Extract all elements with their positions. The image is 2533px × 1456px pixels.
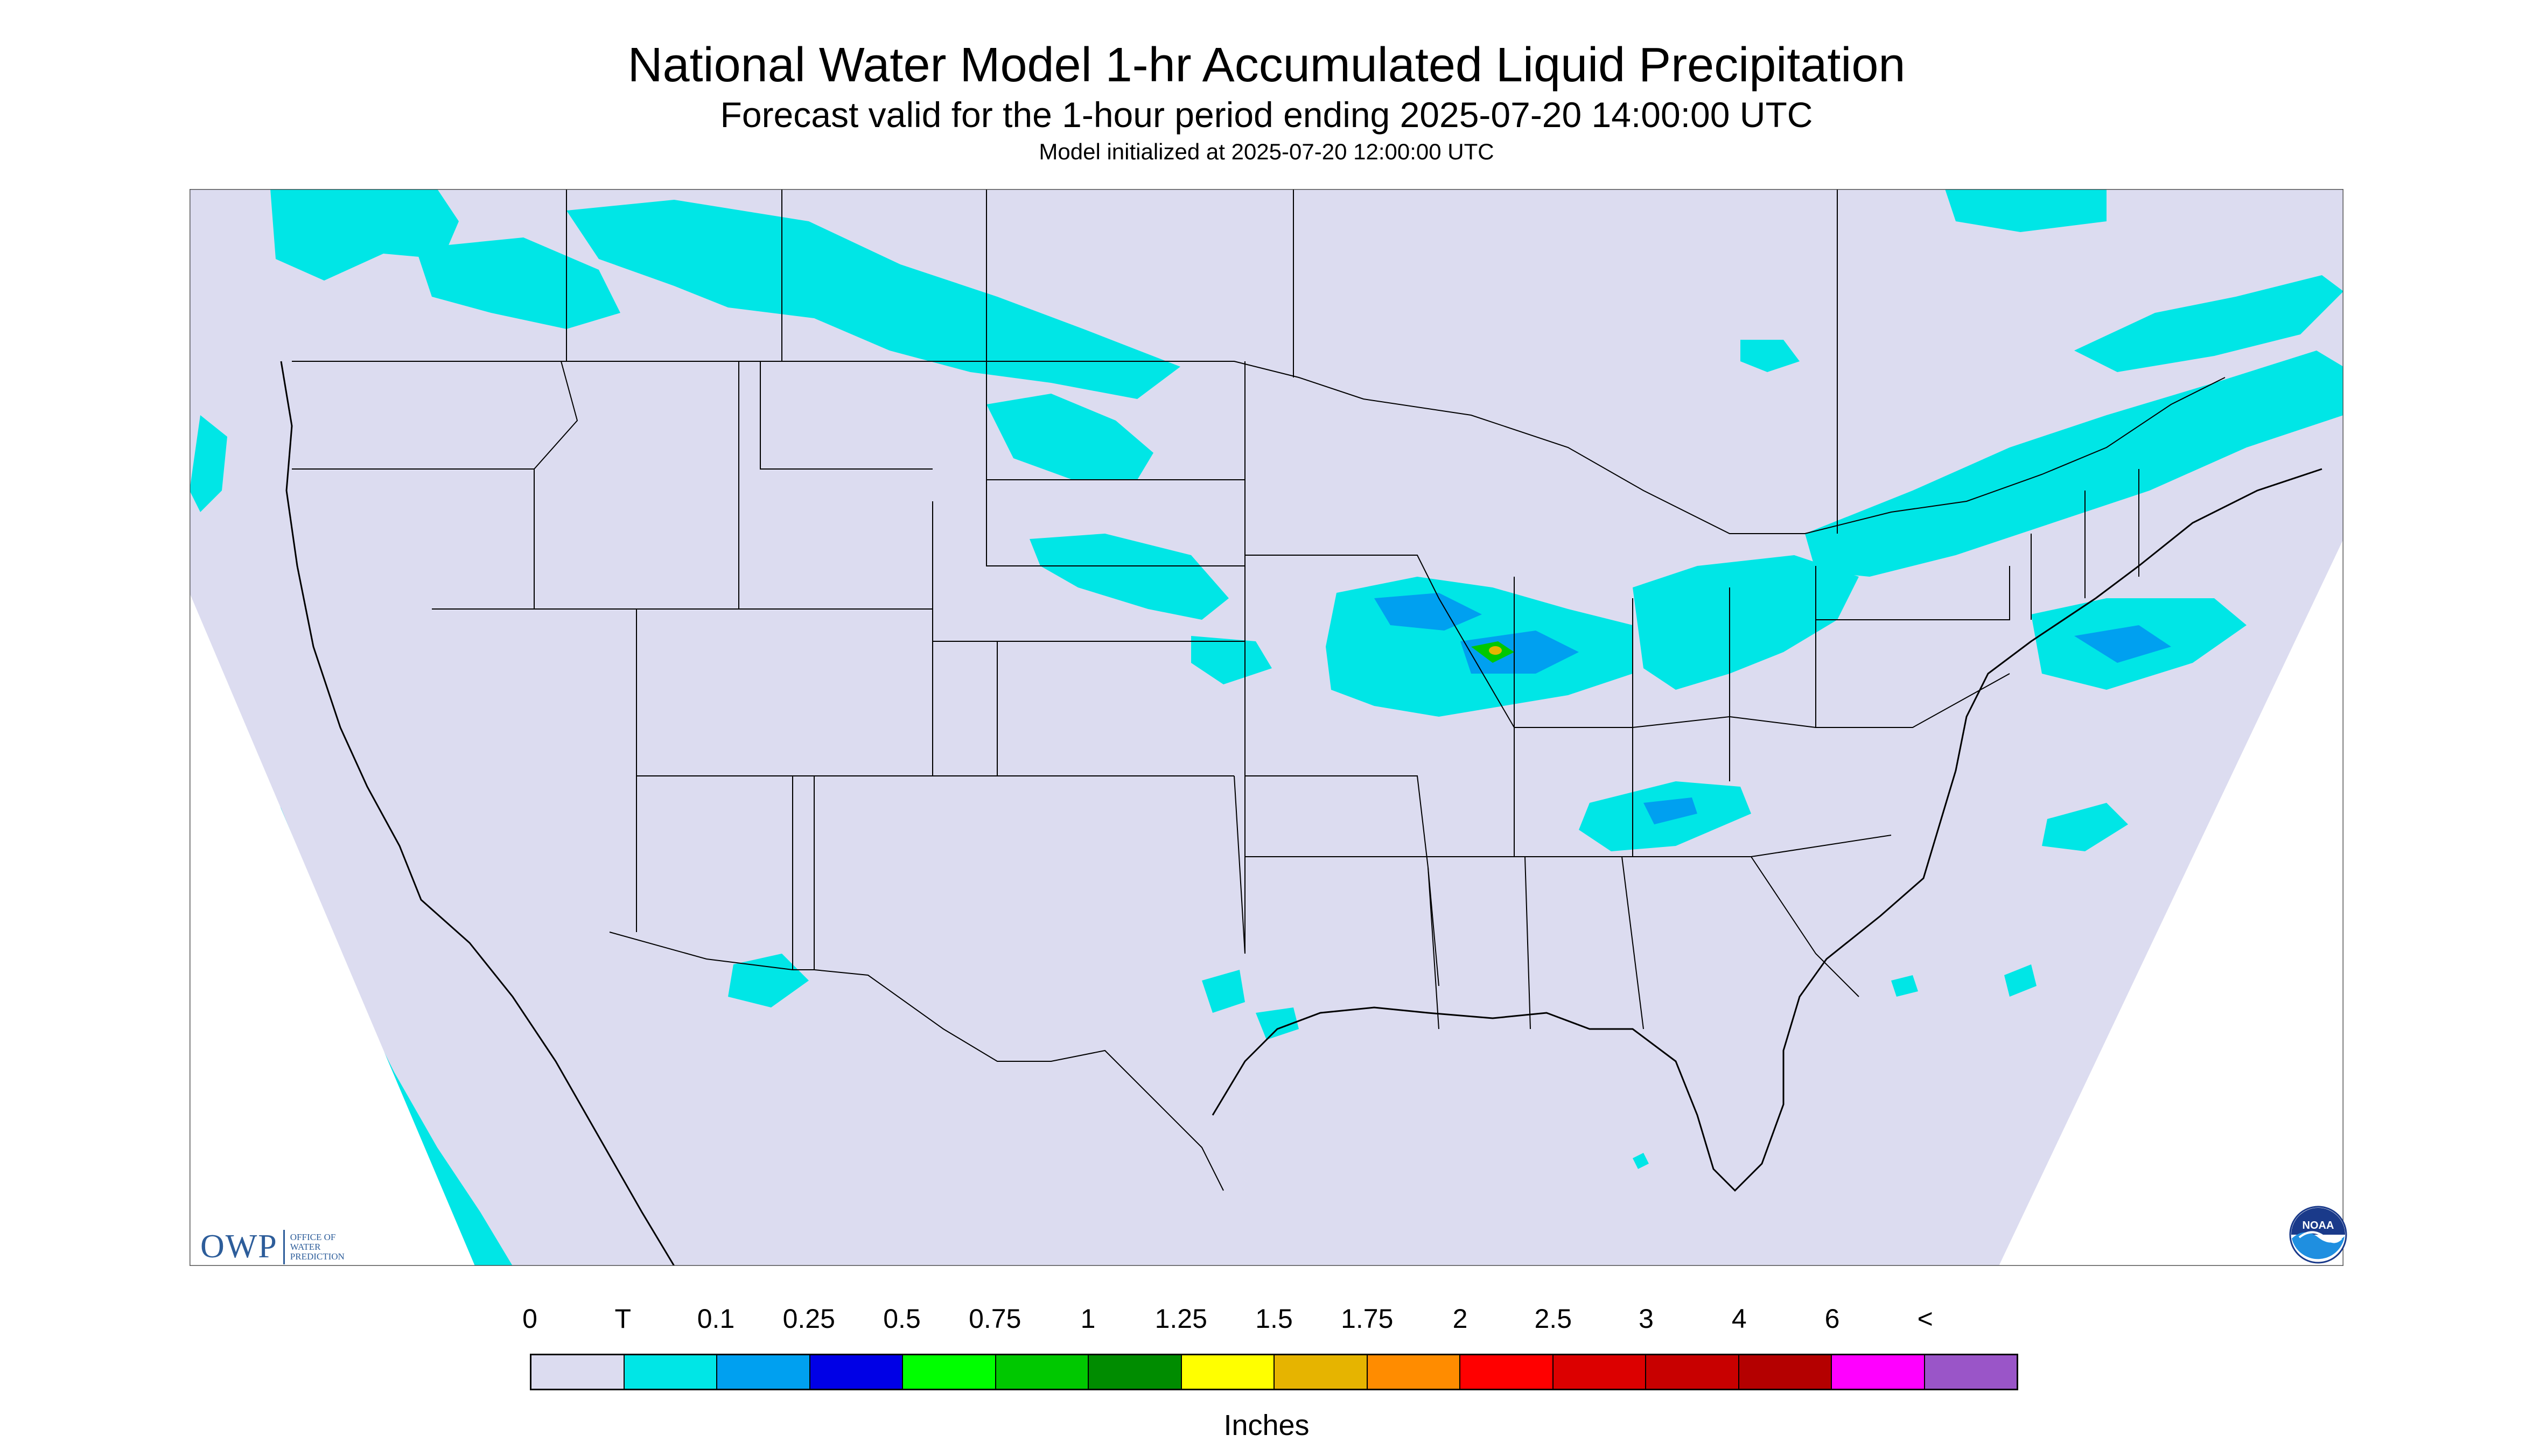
international-border bbox=[292, 361, 2226, 534]
legend-tick-label: 2 bbox=[1452, 1304, 1468, 1334]
precip-area-midwest-light bbox=[1374, 593, 1482, 631]
precip-area-mid-atlantic-light bbox=[2074, 625, 2171, 663]
legend-swatch bbox=[1646, 1355, 1739, 1389]
legend-tick-label: 4 bbox=[1731, 1304, 1747, 1334]
precip-area-quebec bbox=[1945, 189, 2107, 232]
legend-tick-label: 0.75 bbox=[969, 1304, 1021, 1334]
state-border bbox=[1245, 775, 1439, 986]
precip-area-canada bbox=[566, 200, 1180, 399]
legend-tick-label: < bbox=[1917, 1304, 1933, 1334]
legend-tick-label: 1.5 bbox=[1255, 1304, 1293, 1334]
state-border bbox=[636, 776, 793, 970]
precip-area-florida bbox=[1633, 1153, 1649, 1169]
legend-tick-label: 6 bbox=[1824, 1304, 1840, 1334]
owp-logo-line: WATER bbox=[290, 1241, 321, 1252]
state-border bbox=[1245, 555, 1515, 857]
legend-swatch bbox=[1089, 1355, 1182, 1389]
state-border bbox=[1245, 835, 1892, 857]
precip-area-canada bbox=[416, 237, 620, 329]
state-border bbox=[1632, 587, 1730, 857]
legend-tick-label: 1.25 bbox=[1154, 1304, 1207, 1334]
legend-tick-label: 0.1 bbox=[697, 1304, 735, 1334]
legend-swatch bbox=[1275, 1355, 1368, 1389]
precip-area-pacific bbox=[190, 415, 227, 512]
owp-logo-divider bbox=[283, 1229, 285, 1264]
state-border bbox=[534, 361, 933, 610]
noaa-logo-text: NOAA bbox=[2303, 1220, 2334, 1231]
coastline bbox=[1212, 468, 2322, 1192]
state-border bbox=[933, 775, 1245, 954]
precip-area-northeast bbox=[1805, 351, 2343, 577]
state-border bbox=[1815, 566, 2010, 728]
international-border bbox=[609, 932, 1224, 1191]
precip-area-gulf bbox=[2004, 964, 2037, 997]
legend-swatch bbox=[1739, 1355, 1832, 1389]
precip-area-texas bbox=[1256, 1007, 1299, 1040]
legend-tick-label: 3 bbox=[1639, 1304, 1654, 1334]
state-border bbox=[760, 361, 933, 470]
state-border bbox=[2031, 469, 2139, 620]
model-init-text: Model initialized at 2025-07-20 12:00:00… bbox=[1039, 139, 1494, 164]
legend-tick-label: T bbox=[614, 1304, 632, 1334]
legend-tick-label: 2.5 bbox=[1534, 1304, 1572, 1334]
coastline bbox=[280, 361, 675, 1266]
province-border bbox=[566, 189, 1838, 534]
legend-tick-labels: 0 T 0.1 0.25 0.5 0.75 1 1.25 1.5 1.75 2 2.5 3 4 6 < bbox=[0, 1303, 2533, 1346]
legend-tick-label: 0 bbox=[522, 1304, 537, 1334]
precip-area-tennessee-light bbox=[1643, 797, 1697, 824]
legend-swatch bbox=[1460, 1355, 1554, 1389]
map-title: National Water Model 1-hr Accumulated Li… bbox=[627, 38, 1906, 92]
owp-logo-mark: OWP bbox=[200, 1228, 278, 1265]
legend-swatch bbox=[1367, 1355, 1460, 1389]
legend-swatch bbox=[1553, 1355, 1646, 1389]
map-subtitle: Forecast valid for the 1-hour period end… bbox=[720, 95, 1813, 135]
owp-logo-line: PREDICTION bbox=[290, 1251, 345, 1262]
legend-tick-label: 1.75 bbox=[1341, 1304, 1394, 1334]
precipitation-map bbox=[190, 189, 2343, 1266]
legend-tick-label: 0.25 bbox=[782, 1304, 835, 1334]
map-background bbox=[190, 189, 2343, 1266]
state-border bbox=[1816, 566, 2010, 620]
precip-area-midwest-core bbox=[1489, 646, 1502, 655]
legend-colorbar bbox=[530, 1354, 2018, 1390]
legend-swatch bbox=[903, 1355, 996, 1389]
legend-swatch bbox=[624, 1355, 717, 1389]
state-border bbox=[932, 501, 1245, 776]
precip-area-nebraska bbox=[1191, 636, 1272, 684]
precip-area-gulf bbox=[1891, 975, 1918, 997]
legend-swatch bbox=[1181, 1355, 1275, 1389]
state-border bbox=[986, 361, 1245, 566]
owp-logo-text: OFFICE OF WATER PREDICTION bbox=[290, 1231, 345, 1262]
owp-logo: OWP OFFICE OF WATER PREDICTION bbox=[200, 1228, 345, 1266]
precip-area-texas bbox=[1202, 970, 1245, 1013]
state-border bbox=[1751, 856, 1859, 997]
legend-swatch bbox=[1832, 1355, 1925, 1389]
legend-units: Inches bbox=[1223, 1409, 1310, 1441]
precip-area-midwest-light bbox=[1460, 631, 1579, 674]
precip-area-south-dakota bbox=[1030, 534, 1229, 620]
legend-swatch bbox=[996, 1355, 1089, 1389]
legend-swatch bbox=[810, 1355, 903, 1389]
state-border bbox=[1428, 856, 1644, 1030]
noaa-logo-icon: NOAA bbox=[2289, 1206, 2347, 1264]
precip-area-ohio-valley bbox=[1633, 555, 1859, 690]
legend-swatch bbox=[717, 1355, 810, 1389]
precip-area-atlantic bbox=[2042, 803, 2128, 851]
precip-area-north-dakota bbox=[986, 394, 1153, 480]
legend-tick-label: 1 bbox=[1080, 1304, 1096, 1334]
precip-area-southwest bbox=[728, 954, 809, 1007]
owp-logo-line: OFFICE OF bbox=[290, 1231, 336, 1242]
legend-swatch bbox=[1925, 1355, 2017, 1389]
precip-area-northeast bbox=[2074, 275, 2343, 372]
precip-area-ontario bbox=[1740, 340, 1800, 372]
state-border bbox=[292, 361, 578, 470]
legend-swatch bbox=[531, 1355, 625, 1389]
legend-tick-label: 0.5 bbox=[883, 1304, 921, 1334]
precip-area-canada bbox=[270, 189, 459, 281]
